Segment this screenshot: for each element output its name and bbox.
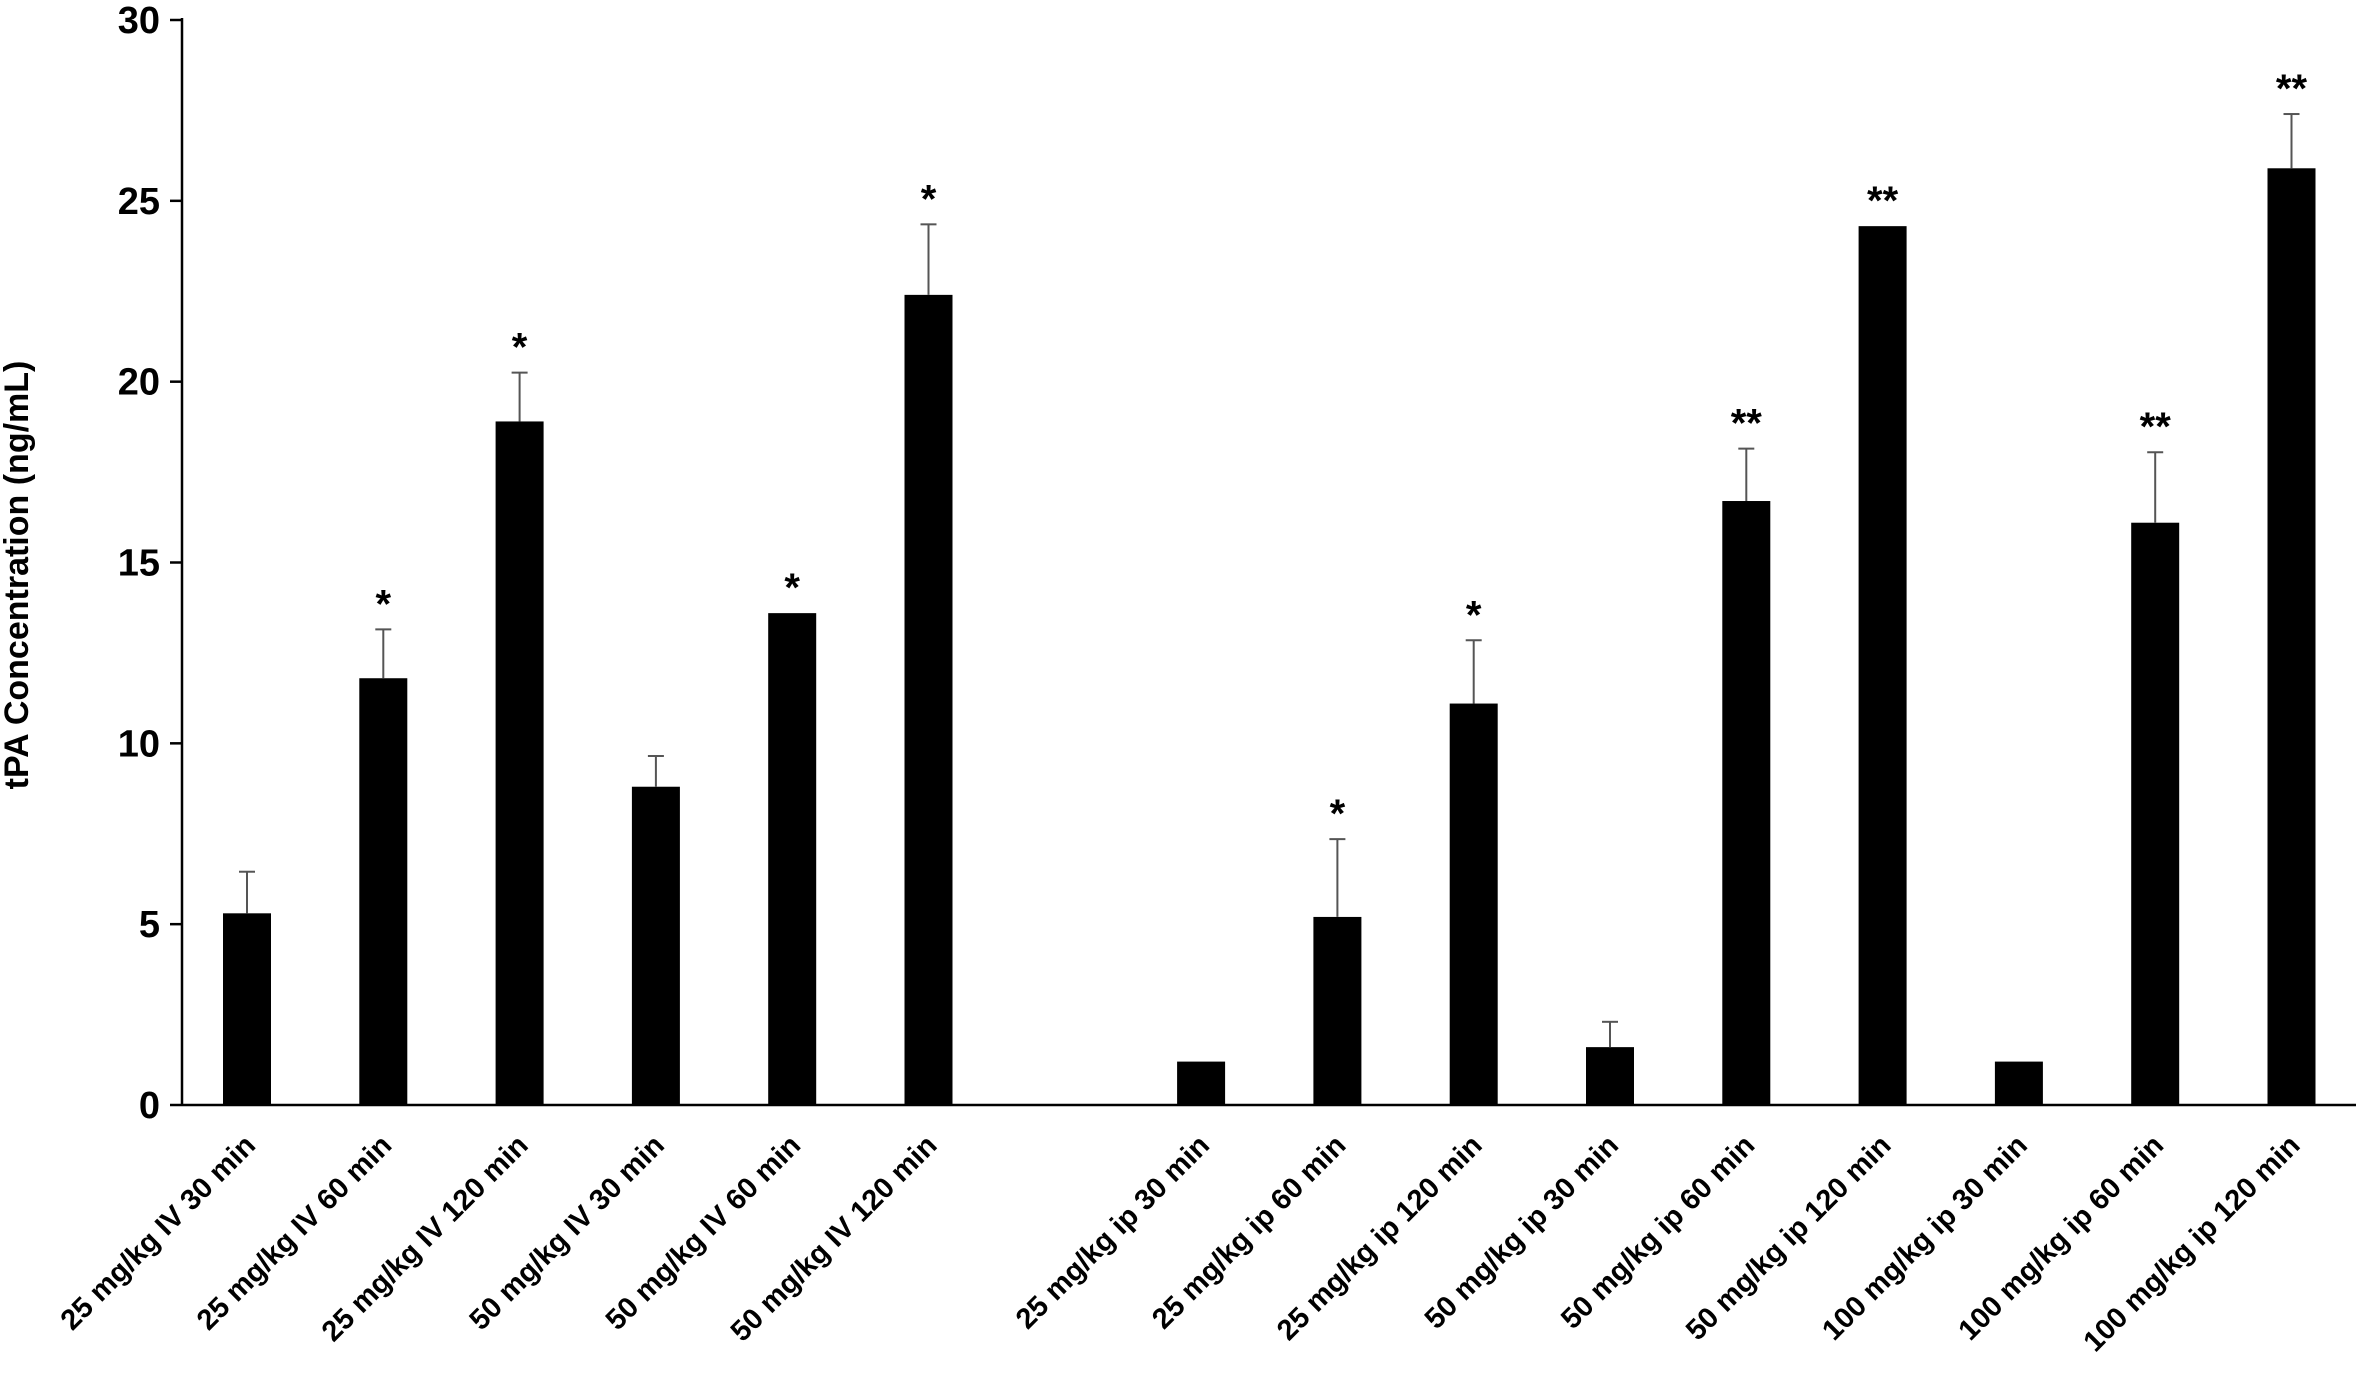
y-tick-label: 20 (118, 362, 160, 404)
significance-marker: ** (1867, 179, 1899, 223)
significance-marker: * (1330, 792, 1346, 836)
y-tick-label: 25 (118, 181, 160, 223)
bar (1586, 1047, 1634, 1105)
bar (904, 294, 953, 1105)
bar (1177, 1061, 1226, 1105)
significance-marker: * (1466, 593, 1482, 637)
y-axis-title: tPA Concentration (ng/mL) (0, 361, 36, 790)
bar (223, 913, 271, 1105)
bar (2131, 522, 2180, 1105)
significance-marker: ** (2140, 405, 2172, 449)
significance-marker: ** (2276, 67, 2308, 111)
bar (1994, 1061, 2043, 1105)
bar (2267, 168, 2316, 1106)
bar (631, 786, 680, 1105)
bar (1722, 501, 1771, 1105)
bar (495, 421, 544, 1105)
bar (768, 613, 817, 1105)
bar (359, 678, 408, 1105)
y-tick-label: 0 (139, 1085, 160, 1127)
significance-marker: ** (1731, 402, 1763, 446)
y-tick-label: 10 (118, 723, 160, 765)
significance-marker: * (921, 177, 937, 221)
y-tick-label: 15 (118, 543, 160, 585)
bar (1449, 703, 1498, 1105)
significance-marker: * (376, 582, 392, 626)
y-tick-label: 30 (118, 0, 160, 42)
bar (1858, 226, 1907, 1105)
y-tick-label: 5 (139, 904, 160, 946)
significance-marker: * (784, 566, 800, 610)
bar (1313, 916, 1362, 1105)
significance-marker: * (512, 326, 528, 370)
